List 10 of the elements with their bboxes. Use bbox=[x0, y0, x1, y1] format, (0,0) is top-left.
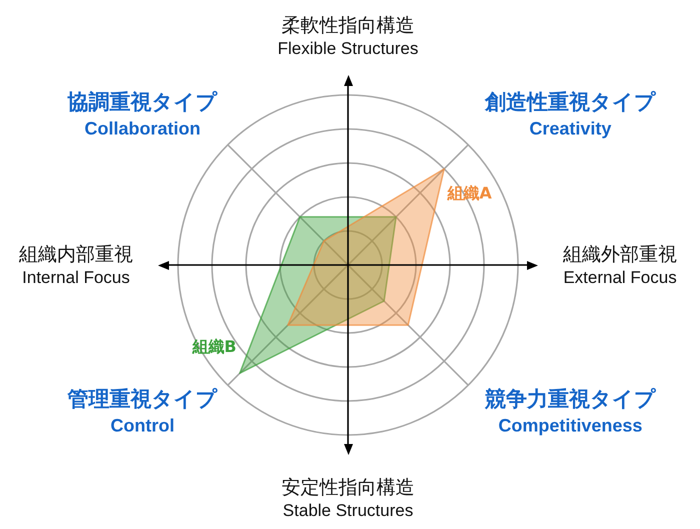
series-label: 組織A bbox=[446, 183, 492, 202]
text: 組織内部重視 Internal Focus bbox=[18, 243, 133, 288]
spoke-label: 創造性重視タイプ Creativity bbox=[484, 90, 656, 139]
spoke-label: 協調重視タイプ Collaboration bbox=[66, 90, 218, 139]
spoke-label: 管理重視タイプ Control bbox=[66, 386, 218, 436]
spoke-label: 競争力重視タイプ Competitiveness bbox=[484, 386, 656, 436]
series-label: 組織B bbox=[191, 336, 236, 356]
text: 安定性指向構造 Stable Structures bbox=[282, 476, 414, 520]
text: 組織外部重視 External Focus bbox=[562, 243, 677, 288]
text: 柔軟性指向構造 Flexible Structures bbox=[278, 14, 418, 58]
